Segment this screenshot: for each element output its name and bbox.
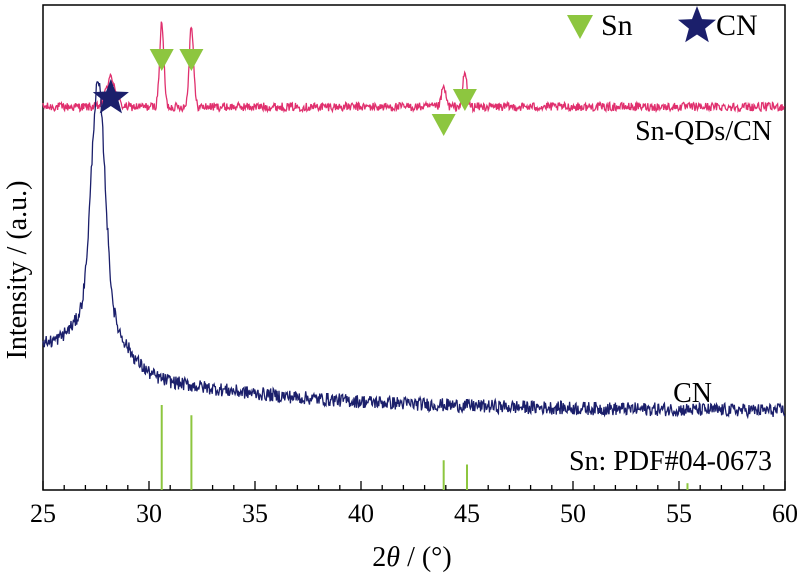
reference-pattern xyxy=(160,405,689,490)
legend-symbol-cn xyxy=(678,6,716,43)
reference-pattern-label: Sn: PDF#04-0673 xyxy=(569,446,772,477)
x-tick-label: 45 xyxy=(454,499,480,528)
x-tick-label: 40 xyxy=(348,499,374,528)
sn-peak-marker xyxy=(179,49,204,71)
legend-label-sn: Sn xyxy=(601,9,633,42)
plot-frame xyxy=(42,4,786,491)
legend-symbol-sn xyxy=(567,15,593,39)
cn-peak-marker xyxy=(92,79,129,114)
x-tick-label: 60 xyxy=(772,499,798,528)
x-tick-label: 55 xyxy=(666,499,692,528)
series-line-sn-qds-cn xyxy=(42,21,785,114)
series-line-cn xyxy=(42,81,786,420)
sn-peak-marker xyxy=(149,49,174,71)
x-tick-label: 35 xyxy=(242,499,268,528)
x-axis-ticks: 25 30 35 40 45 50 55 60 xyxy=(30,481,798,528)
sn-peak-marker xyxy=(431,114,456,136)
plot-area xyxy=(42,4,786,491)
series-label-cn: CN xyxy=(673,378,712,409)
series-label-sn-qds-cn: Sn-QDs/CN xyxy=(635,116,772,147)
x-tick-label: 50 xyxy=(560,499,586,528)
legend-label-cn: CN xyxy=(716,9,758,42)
x-tick-label: 25 xyxy=(30,499,56,528)
x-tick-label: 30 xyxy=(136,499,162,528)
peak-markers xyxy=(92,6,716,136)
sn-peak-marker xyxy=(452,89,477,111)
y-axis-title: Intensity / (a.u.) xyxy=(2,181,33,360)
series-layer xyxy=(42,21,786,420)
x-axis-title: 2θ / (°) xyxy=(372,542,451,573)
